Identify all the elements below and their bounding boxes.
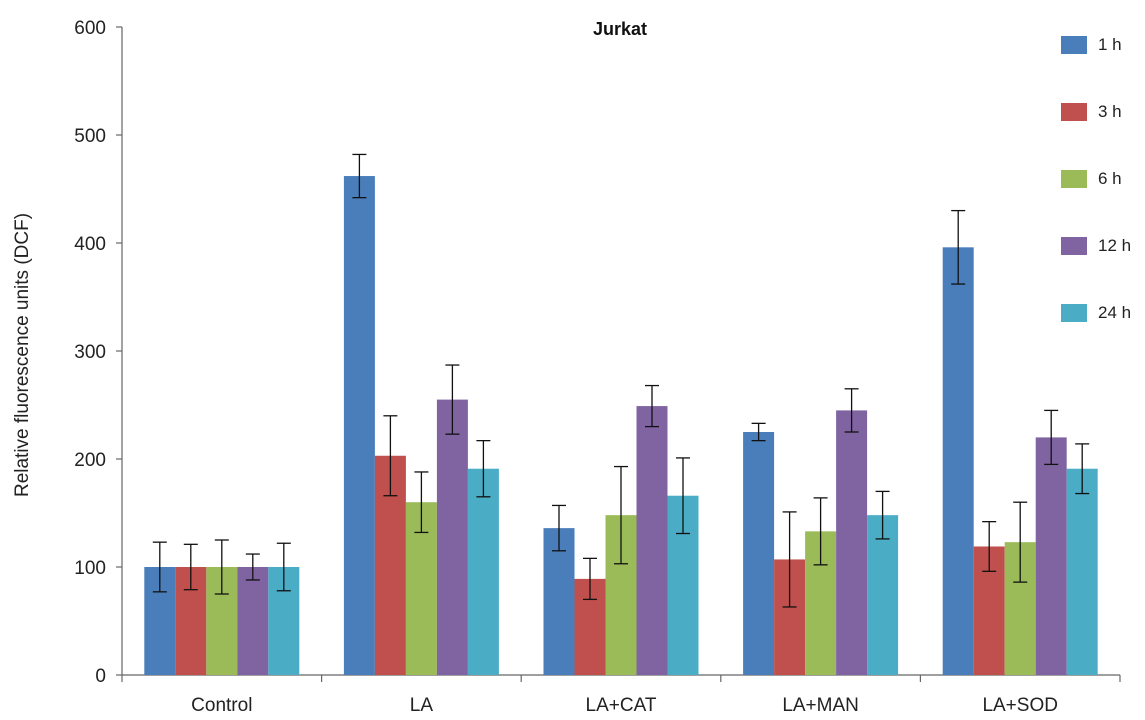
x-tick-label: LA+MAN: [782, 695, 859, 716]
y-tick-label: 100: [74, 558, 106, 579]
legend-label: 3 h: [1098, 102, 1122, 121]
x-tick-label: LA+CAT: [586, 695, 657, 716]
bar: [867, 515, 899, 675]
y-tick-label: 0: [95, 666, 106, 687]
y-ticks: 0 100 200 300 400 500 600: [74, 18, 122, 687]
bars: [144, 176, 1098, 676]
bar: [1035, 437, 1067, 675]
bar: [836, 410, 868, 675]
legend-label: 6 h: [1098, 169, 1122, 188]
bar: [436, 399, 468, 675]
legend-swatch: [1061, 170, 1087, 188]
error-bars: [152, 153, 1090, 608]
bar: [467, 468, 499, 675]
y-tick-label: 300: [74, 342, 106, 363]
x-tick-label: LA+SOD: [982, 695, 1058, 716]
legend-swatch: [1061, 304, 1087, 322]
x-ticks: Control LA LA+CAT LA+MAN LA+SOD: [121, 675, 1121, 716]
x-tick-label: Control: [191, 695, 252, 716]
x-tick-label: LA: [410, 695, 434, 716]
y-tick-label: 200: [74, 450, 106, 471]
bar: [237, 567, 269, 675]
legend-label: 24 h: [1098, 303, 1131, 322]
bar: [743, 432, 775, 675]
legend: 1 h 3 h 6 h 12 h 24 h: [1061, 35, 1131, 322]
legend-swatch: [1061, 103, 1087, 121]
legend-label: 12 h: [1098, 236, 1131, 255]
bar: [942, 247, 974, 675]
legend-swatch: [1061, 36, 1087, 54]
y-axis-label: Relative fluorescence units (DCF): [12, 213, 33, 497]
bar: [543, 528, 575, 675]
y-tick-label: 500: [74, 126, 106, 147]
bar: [1066, 468, 1098, 675]
bar: [343, 176, 375, 676]
y-tick-label: 600: [74, 18, 106, 39]
bar: [636, 406, 668, 675]
y-tick-label: 400: [74, 234, 106, 255]
legend-label: 1 h: [1098, 35, 1122, 54]
legend-swatch: [1061, 237, 1087, 255]
chart-title: Jurkat: [593, 19, 647, 39]
